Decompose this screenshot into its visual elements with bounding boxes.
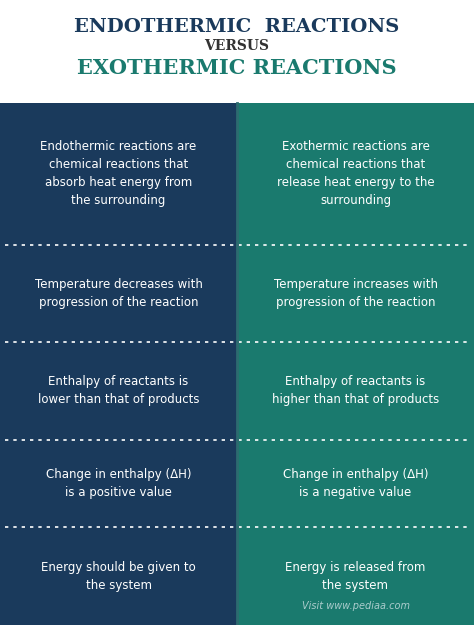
Text: ENDOTHERMIC  REACTIONS: ENDOTHERMIC REACTIONS	[74, 18, 400, 36]
Text: Change in enthalpy (ΔH)
is a negative value: Change in enthalpy (ΔH) is a negative va…	[283, 468, 428, 499]
Bar	[237, 103, 474, 244]
Bar	[237, 440, 474, 528]
Text: Temperature decreases with
progression of the reaction: Temperature decreases with progression o…	[35, 278, 202, 309]
Bar	[0, 244, 237, 342]
Text: Exothermic reactions are
chemical reactions that
release heat energy to the
surr: Exothermic reactions are chemical reacti…	[277, 141, 434, 208]
Bar	[237, 528, 474, 625]
Bar	[0, 440, 237, 528]
Bar	[0, 528, 237, 625]
Bar	[0, 342, 237, 440]
Text: Enthalpy of reactants is
lower than that of products: Enthalpy of reactants is lower than that…	[38, 376, 199, 406]
Text: Endothermic reactions are
chemical reactions that
absorb heat energy from
the su: Endothermic reactions are chemical react…	[40, 141, 197, 208]
Bar	[237, 244, 474, 342]
Bar	[0, 103, 237, 244]
Text: VERSUS: VERSUS	[204, 39, 270, 52]
Text: Energy is released from
the system: Energy is released from the system	[285, 561, 426, 592]
Text: Energy should be given to
the system: Energy should be given to the system	[41, 561, 196, 592]
Text: Enthalpy of reactants is
higher than that of products: Enthalpy of reactants is higher than tha…	[272, 376, 439, 406]
Text: Visit www.pediaa.com: Visit www.pediaa.com	[301, 601, 410, 611]
Text: Temperature increases with
progression of the reaction: Temperature increases with progression o…	[273, 278, 438, 309]
Text: Change in enthalpy (ΔH)
is a positive value: Change in enthalpy (ΔH) is a positive va…	[46, 468, 191, 499]
Text: EXOTHERMIC REACTIONS: EXOTHERMIC REACTIONS	[77, 58, 397, 78]
Bar	[237, 342, 474, 440]
